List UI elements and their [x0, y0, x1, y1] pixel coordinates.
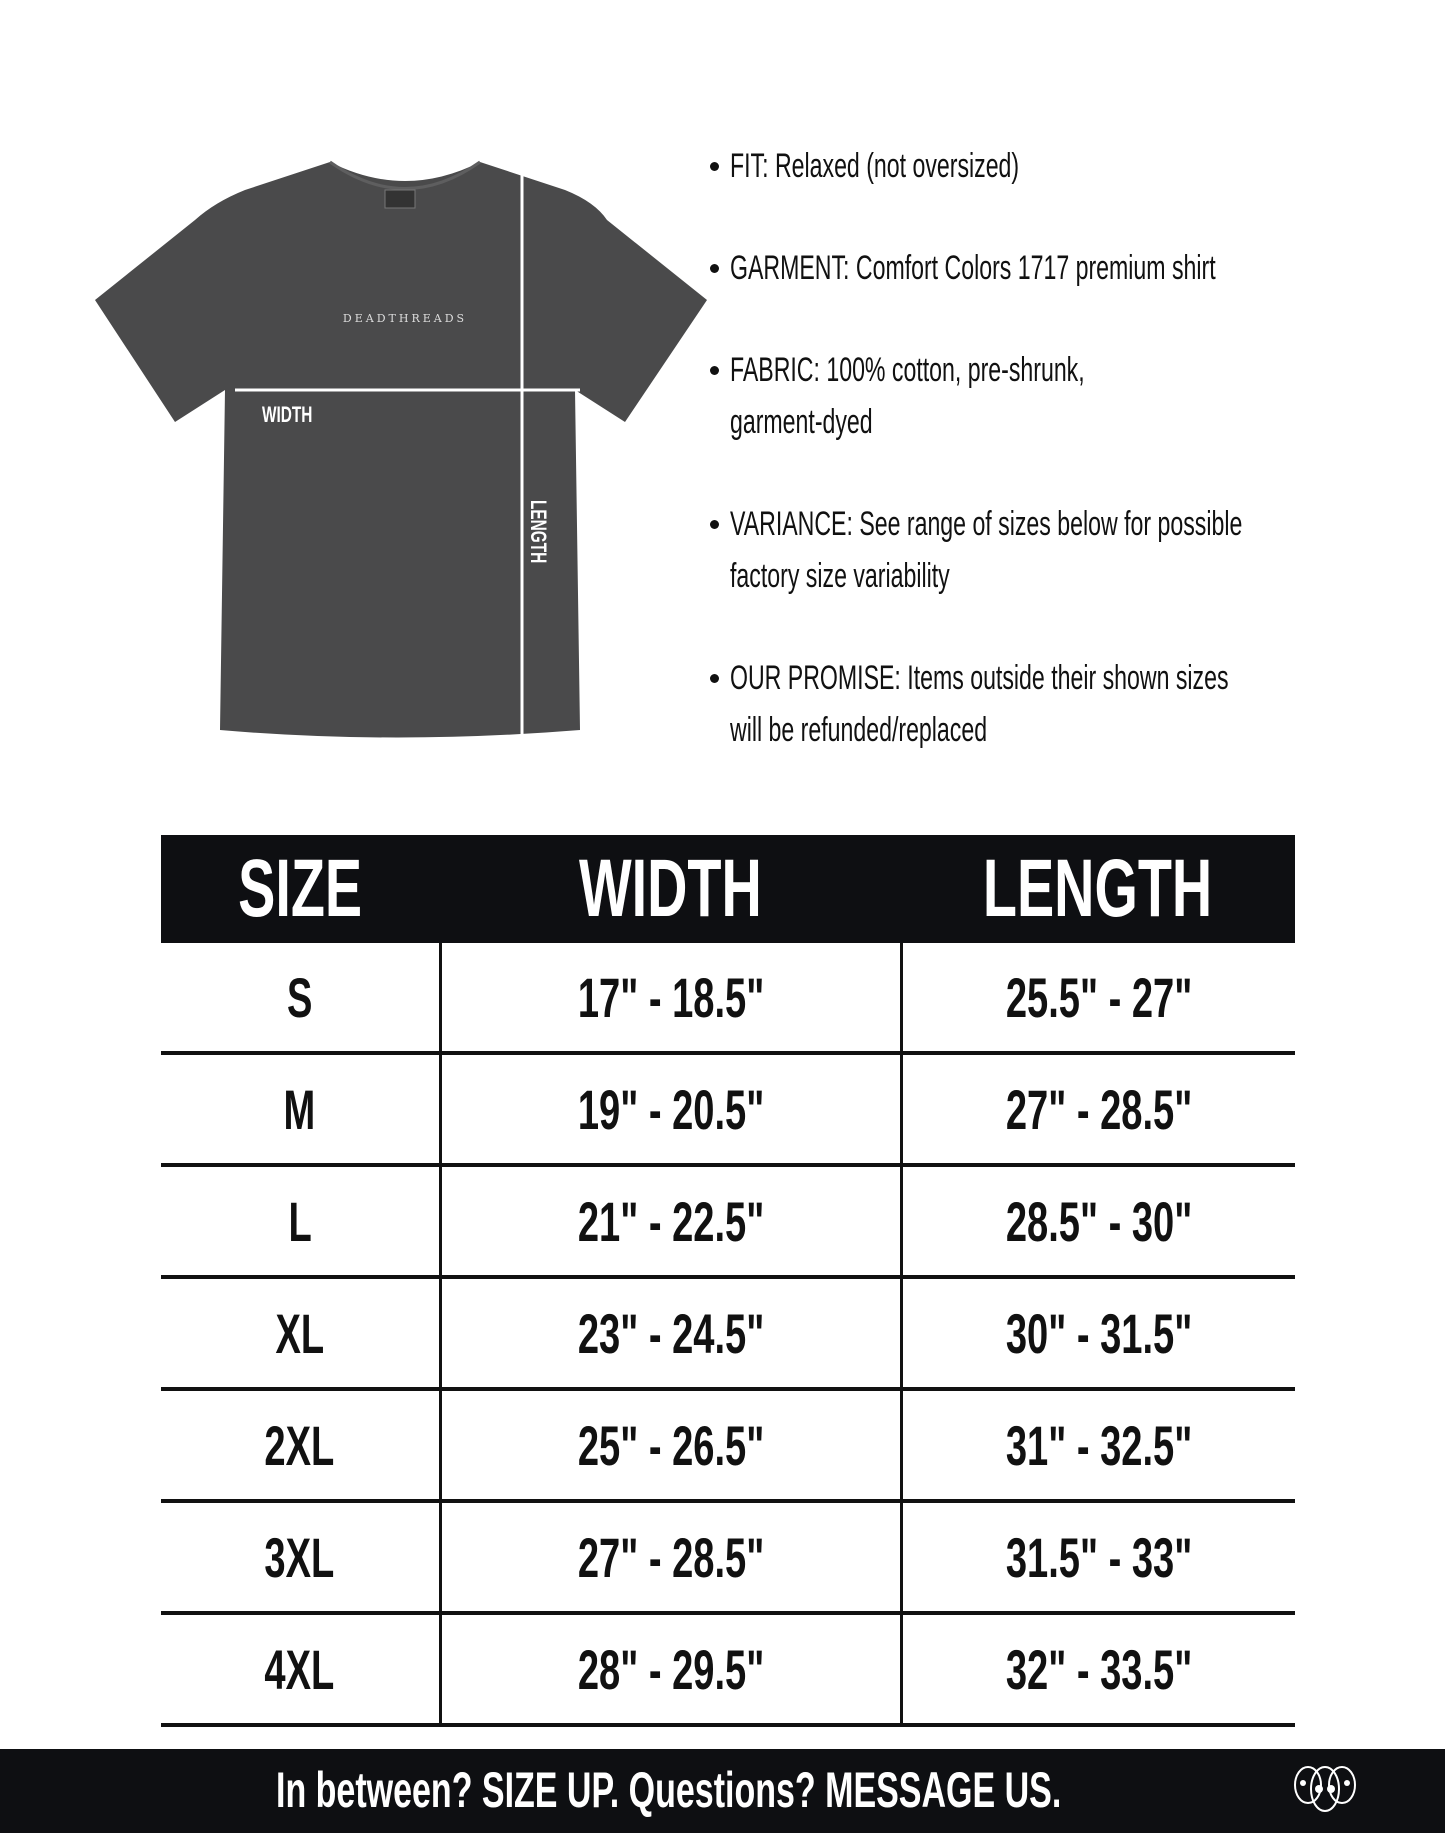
- header-length: LENGTH: [901, 835, 1295, 943]
- cell-size: XL: [161, 1279, 442, 1387]
- cell-text: 3XL: [264, 1525, 335, 1589]
- product-details-list: FIT: Relaxed (not oversized) GARMENT: Co…: [708, 140, 1408, 806]
- header-text: LENGTH: [983, 843, 1213, 934]
- cell-text: 31.5" - 33": [1005, 1525, 1193, 1589]
- cell-text: 32" - 33.5": [1005, 1637, 1193, 1701]
- cell-length: 27" - 28.5": [903, 1055, 1295, 1163]
- table-header: SIZE WIDTH LENGTH: [161, 835, 1295, 943]
- cell-text: 19" - 20.5": [577, 1077, 765, 1141]
- detail-text: VARIANCE: See range of sizes below for p…: [730, 505, 1243, 543]
- footer-banner: In between? SIZE UP. Questions? MESSAGE …: [0, 1749, 1445, 1833]
- tshirt-measurement-diagram: DEADTHREADS WIDTH LENGTH: [95, 160, 707, 738]
- detail-fabric: FABRIC: 100% cotton, pre-shrunk, garment-…: [708, 344, 1408, 448]
- width-label: WIDTH: [262, 403, 312, 427]
- detail-text: FABRIC: 100% cotton, pre-shrunk,: [730, 351, 1085, 389]
- cell-text: XL: [275, 1301, 325, 1365]
- table-row: L 21" - 22.5" 28.5" - 30": [161, 1167, 1295, 1279]
- table-row: M 19" - 20.5" 27" - 28.5": [161, 1055, 1295, 1167]
- cell-size: M: [161, 1055, 442, 1163]
- cell-width: 23" - 24.5": [442, 1279, 904, 1387]
- cell-text: 17" - 18.5": [577, 965, 765, 1029]
- detail-text: GARMENT: Comfort Colors 1717 premium shi…: [730, 249, 1216, 287]
- cell-length: 31" - 32.5": [903, 1391, 1295, 1499]
- cell-length: 25.5" - 27": [903, 943, 1295, 1051]
- neck-label: [384, 189, 416, 209]
- cell-text: 30" - 31.5": [1005, 1301, 1193, 1365]
- table-row: S 17" - 18.5" 25.5" - 27": [161, 943, 1295, 1055]
- cell-width: 25" - 26.5": [442, 1391, 904, 1499]
- skulls-logo-icon: [1294, 1766, 1356, 1812]
- header-text: WIDTH: [579, 843, 762, 934]
- cell-size: S: [161, 943, 442, 1051]
- length-label: LENGTH: [525, 500, 549, 563]
- cell-width: 19" - 20.5": [442, 1055, 904, 1163]
- header-width: WIDTH: [440, 835, 901, 943]
- header-size: SIZE: [161, 835, 440, 943]
- footer-message: In between? SIZE UP. Questions? MESSAGE …: [276, 1762, 1062, 1818]
- cell-text: 28.5" - 30": [1005, 1189, 1193, 1253]
- cell-text: 2XL: [264, 1413, 335, 1477]
- table-row: 4XL 28" - 29.5" 32" - 33.5": [161, 1615, 1295, 1727]
- cell-text: 27" - 28.5": [577, 1525, 765, 1589]
- cell-width: 17" - 18.5": [442, 943, 904, 1051]
- cell-length: 30" - 31.5": [903, 1279, 1295, 1387]
- cell-text: S: [287, 965, 313, 1029]
- detail-text: garment-dyed: [730, 403, 873, 441]
- header-text: SIZE: [238, 843, 363, 934]
- cell-size: L: [161, 1167, 442, 1275]
- cell-text: L: [288, 1189, 312, 1253]
- detail-text: factory size variability: [730, 557, 950, 595]
- cell-length: 31.5" - 33": [903, 1503, 1295, 1611]
- detail-variance: VARIANCE: See range of sizes below for p…: [708, 498, 1408, 602]
- detail-fit: FIT: Relaxed (not oversized): [708, 140, 1408, 192]
- table-row: 3XL 27" - 28.5" 31.5" - 33": [161, 1503, 1295, 1615]
- table-row: 2XL 25" - 26.5" 31" - 32.5": [161, 1391, 1295, 1503]
- tshirt-shape: [95, 162, 707, 738]
- cell-width: 28" - 29.5": [442, 1615, 904, 1723]
- cell-width: 27" - 28.5": [442, 1503, 904, 1611]
- cell-text: 31" - 32.5": [1005, 1413, 1193, 1477]
- cell-size: 3XL: [161, 1503, 442, 1611]
- cell-size: 4XL: [161, 1615, 442, 1723]
- cell-text: M: [283, 1077, 316, 1141]
- cell-text: 27" - 28.5": [1005, 1077, 1193, 1141]
- cell-text: 25.5" - 27": [1005, 965, 1193, 1029]
- cell-text: 4XL: [264, 1637, 335, 1701]
- cell-length: 28.5" - 30": [903, 1167, 1295, 1275]
- detail-text: OUR PROMISE: Items outside their shown s…: [730, 659, 1229, 697]
- size-chart-table: SIZE WIDTH LENGTH S 17" - 18.5" 25.5" - 27…: [161, 835, 1295, 1727]
- cell-text: 25" - 26.5": [577, 1413, 765, 1477]
- detail-garment: GARMENT: Comfort Colors 1717 premium shi…: [708, 242, 1408, 294]
- cell-text: 21" - 22.5": [577, 1189, 765, 1253]
- detail-text: will be refunded/replaced: [730, 711, 988, 749]
- cell-length: 32" - 33.5": [903, 1615, 1295, 1723]
- cell-text: 23" - 24.5": [577, 1301, 765, 1365]
- detail-promise: OUR PROMISE: Items outside their shown s…: [708, 652, 1408, 756]
- cell-size: 2XL: [161, 1391, 442, 1499]
- brand-print: DEADTHREADS: [343, 312, 467, 325]
- cell-text: 28" - 29.5": [577, 1637, 765, 1701]
- detail-text: FIT: Relaxed (not oversized): [730, 147, 1020, 185]
- cell-width: 21" - 22.5": [442, 1167, 904, 1275]
- table-row: XL 23" - 24.5" 30" - 31.5": [161, 1279, 1295, 1391]
